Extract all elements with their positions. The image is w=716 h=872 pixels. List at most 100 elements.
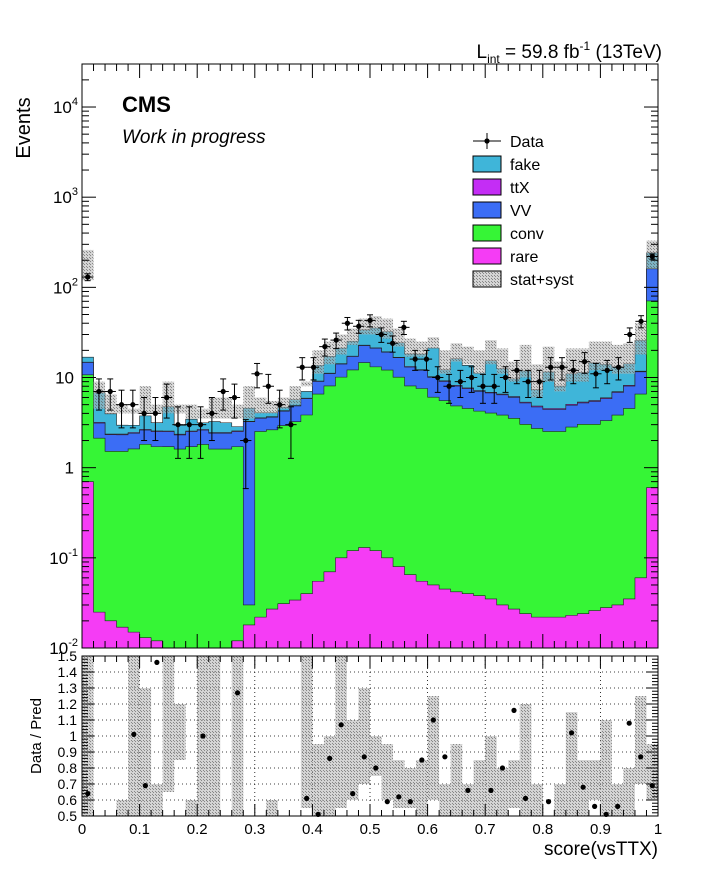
ratio-y-tick-label: 1.2 — [58, 696, 78, 712]
ratio-band-bin — [404, 768, 417, 808]
data-point — [502, 374, 509, 381]
data-point — [525, 379, 531, 385]
ratio-x-tick-label: 0.9 — [590, 821, 611, 838]
data-point — [536, 379, 543, 385]
uncertainty-bin — [623, 343, 635, 374]
uncertainty-bin — [519, 344, 532, 378]
uncertainty-bin — [289, 386, 301, 405]
data-point — [96, 388, 102, 395]
ratio-band-bin — [623, 768, 635, 816]
legend-label: conv — [510, 226, 544, 243]
legend-item-stat-syst: stat+syst — [472, 270, 574, 289]
y-tick-label: 104 — [53, 96, 78, 117]
uncertainty-bin — [416, 341, 428, 357]
ratio-y-tick-label: 1.5 — [58, 648, 78, 664]
data-point — [186, 422, 192, 428]
data-point — [649, 253, 655, 260]
legend-swatch — [472, 224, 502, 242]
uncertainty-bin — [323, 341, 336, 365]
ratio-band-bin — [600, 720, 612, 816]
ratio-band-bin — [519, 704, 532, 816]
ratio-point — [361, 754, 367, 760]
ratio-band-bin — [439, 784, 451, 816]
ratio-point — [304, 795, 310, 802]
ratio-band-bin — [381, 744, 394, 800]
ratio-band-bin — [565, 712, 578, 816]
uncertainty-bin — [588, 341, 601, 371]
data-point — [378, 331, 384, 338]
uncertainty-bin — [346, 328, 359, 345]
data-point — [333, 337, 339, 343]
uncertainty-bin — [231, 404, 244, 419]
ratio-x-tick-label: 0.7 — [475, 821, 496, 838]
ratio-band-bin — [370, 736, 382, 776]
data-point — [469, 374, 475, 381]
uncertainty-bin — [404, 338, 417, 357]
lumi-label: Lint = 59.8 fb-1 (13TeV) — [476, 39, 662, 66]
uncertainty-bin — [611, 344, 624, 374]
ratio-point — [338, 722, 344, 728]
legend-swatch — [472, 201, 502, 219]
ratio-point — [407, 799, 413, 805]
legend-data-marker — [484, 138, 490, 144]
data-point — [581, 359, 588, 365]
ratio-y-tick-label: 0.5 — [58, 808, 78, 824]
ratio-point — [442, 754, 448, 760]
ratio-band-bin — [646, 744, 658, 800]
data-point — [254, 371, 260, 377]
uncertainty-bin — [496, 348, 509, 374]
data-point — [356, 323, 362, 329]
data-point — [130, 402, 136, 408]
ratio-point — [499, 765, 506, 771]
ratio-point — [131, 731, 137, 738]
ratio-band-bin — [300, 656, 313, 808]
data-point — [615, 364, 622, 370]
ratio-point — [384, 799, 390, 805]
data-point — [310, 364, 317, 370]
ratio-band-bin — [335, 656, 347, 808]
uncertainty-bin — [473, 350, 486, 374]
uncertainty-bin — [128, 408, 140, 414]
uncertainty-bin — [300, 381, 313, 387]
ratio-point — [200, 733, 206, 739]
legend-label: fake — [510, 157, 540, 174]
ratio-point — [488, 787, 494, 794]
legend-label: VV — [510, 203, 532, 220]
legend-swatch — [472, 178, 502, 196]
data-point — [107, 388, 113, 395]
uncertainty-bin — [116, 404, 129, 414]
legend-item-vv: VV — [472, 201, 532, 220]
ratio-band-bin — [462, 784, 474, 816]
legend-label: stat+syst — [510, 272, 574, 289]
data-point — [491, 383, 497, 389]
ratio-band-bin — [116, 800, 129, 816]
uncertainty-bin — [634, 323, 647, 355]
x-axis-title: score(vsTTX) — [544, 839, 658, 860]
ratio-band-bin — [531, 784, 543, 816]
data-point — [299, 364, 305, 370]
ratio-x-tick-label: 1 — [654, 821, 662, 838]
ratio-point — [511, 707, 517, 714]
uncertainty-bin — [277, 397, 290, 409]
uncertainty-bin — [450, 343, 463, 362]
ratio-band-bin — [151, 784, 163, 816]
data-point — [231, 394, 238, 401]
data-point — [220, 388, 226, 395]
data-points — [82, 253, 658, 490]
ratio-point — [142, 783, 148, 789]
data-point — [152, 410, 159, 416]
ratio-y-tick-label: 1.3 — [58, 680, 78, 696]
data-point — [175, 422, 181, 428]
main-histogram-panel: 10-2 10-1 1 10 102 103 104 — [49, 63, 659, 658]
ratio-band-bin — [554, 784, 566, 816]
legend-item-fake: fake — [472, 155, 540, 174]
ratio-band-bin — [323, 736, 336, 816]
ratio-point — [615, 803, 621, 810]
ratio-band-bin — [358, 688, 370, 784]
data-point — [570, 367, 576, 373]
ratio-y-tick-label: 1.1 — [58, 712, 78, 728]
uncertainty-bin — [197, 408, 209, 419]
uncertainty-bin — [243, 386, 255, 419]
legend: Data fake ttX VV conv rare stat+syst — [472, 133, 574, 289]
y-tick-label: 103 — [53, 186, 78, 207]
